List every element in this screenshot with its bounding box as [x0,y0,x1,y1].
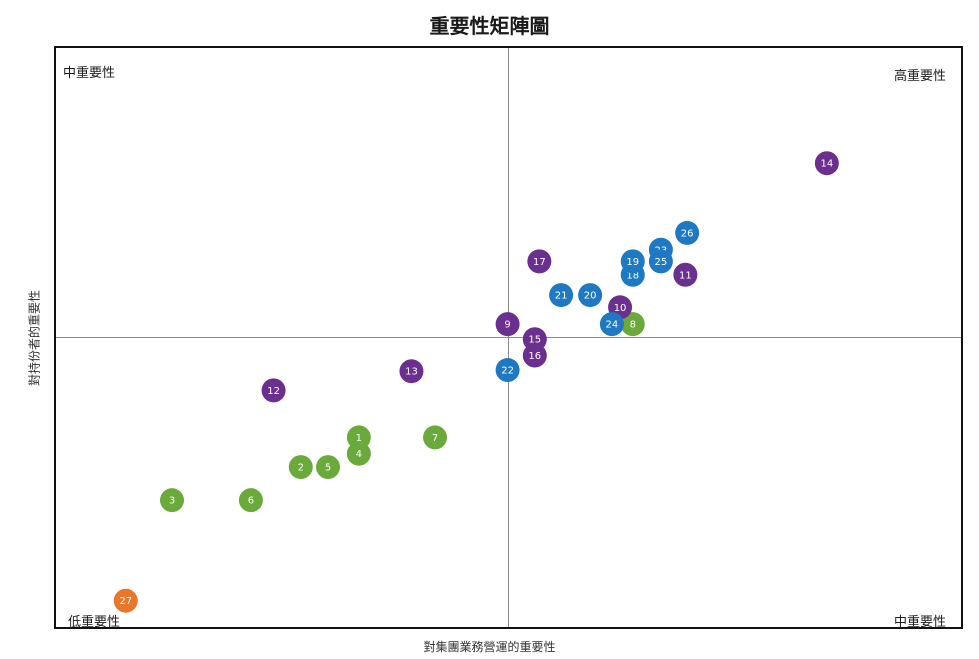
data-point-label-11: 11 [679,270,692,281]
data-point-21 [549,283,574,308]
x-axis-label: 對集團業務營運的重要性 [423,640,556,654]
data-point-label-22: 22 [501,366,514,377]
data-point-label-19: 19 [626,257,639,268]
data-point-7 [423,425,448,450]
data-point-label-7: 7 [432,433,438,444]
data-point-2 [288,455,313,480]
data-point-3 [160,488,185,513]
data-point-label-4: 4 [356,449,362,460]
data-point-label-10: 10 [614,303,627,314]
data-point-label-3: 3 [169,496,175,507]
data-point-12 [261,378,286,403]
data-point-9 [495,312,520,337]
data-point-8 [620,312,645,337]
data-point-label-17: 17 [533,257,546,268]
data-point-label-2: 2 [298,463,304,474]
data-point-label-20: 20 [584,291,597,302]
data-point-label-9: 9 [504,320,510,331]
quadrant-label-bottom-right: 中重要性 [893,615,946,630]
data-point-label-14: 14 [820,159,833,170]
data-point-label-27: 27 [119,596,132,607]
data-point-22 [495,358,520,383]
data-point-25 [648,249,673,274]
data-point-20 [578,283,603,308]
chart-title: 重要性矩陣圖 [429,14,550,38]
data-point-6 [238,488,263,513]
data-point-label-26: 26 [681,228,694,239]
data-point-label-5: 5 [325,463,331,474]
data-point-label-12: 12 [267,386,280,397]
data-point-26 [675,220,700,245]
quadrant-label-top-left: 中重要性 [63,66,116,81]
data-point-label-18: 18 [626,270,639,281]
data-point-label-24: 24 [606,320,619,331]
data-point-16 [522,343,547,368]
data-point-4 [346,441,371,466]
data-point-13 [399,359,424,384]
data-point-17 [527,249,552,274]
data-point-label-13: 13 [405,367,418,378]
data-point-27 [113,588,138,613]
quadrant-label-top-right: 高重要性 [893,69,946,84]
data-point-label-8: 8 [630,320,636,331]
data-point-label-1: 1 [356,433,362,444]
plot-frame [54,46,963,629]
data-point-label-15: 15 [528,335,541,346]
data-point-label-16: 16 [528,351,541,362]
data-point-11 [673,262,698,287]
data-point-label-21: 21 [555,291,568,302]
y-axis-label: 對持份者的重要性 [27,289,42,387]
data-point-24 [599,312,624,337]
data-point-label-6: 6 [248,496,254,507]
data-point-14 [814,151,839,176]
data-point-19 [620,249,645,274]
quadrant-label-bottom-left: 低重要性 [68,615,121,630]
data-point-5 [316,455,341,480]
data-point-label-25: 25 [655,257,668,268]
